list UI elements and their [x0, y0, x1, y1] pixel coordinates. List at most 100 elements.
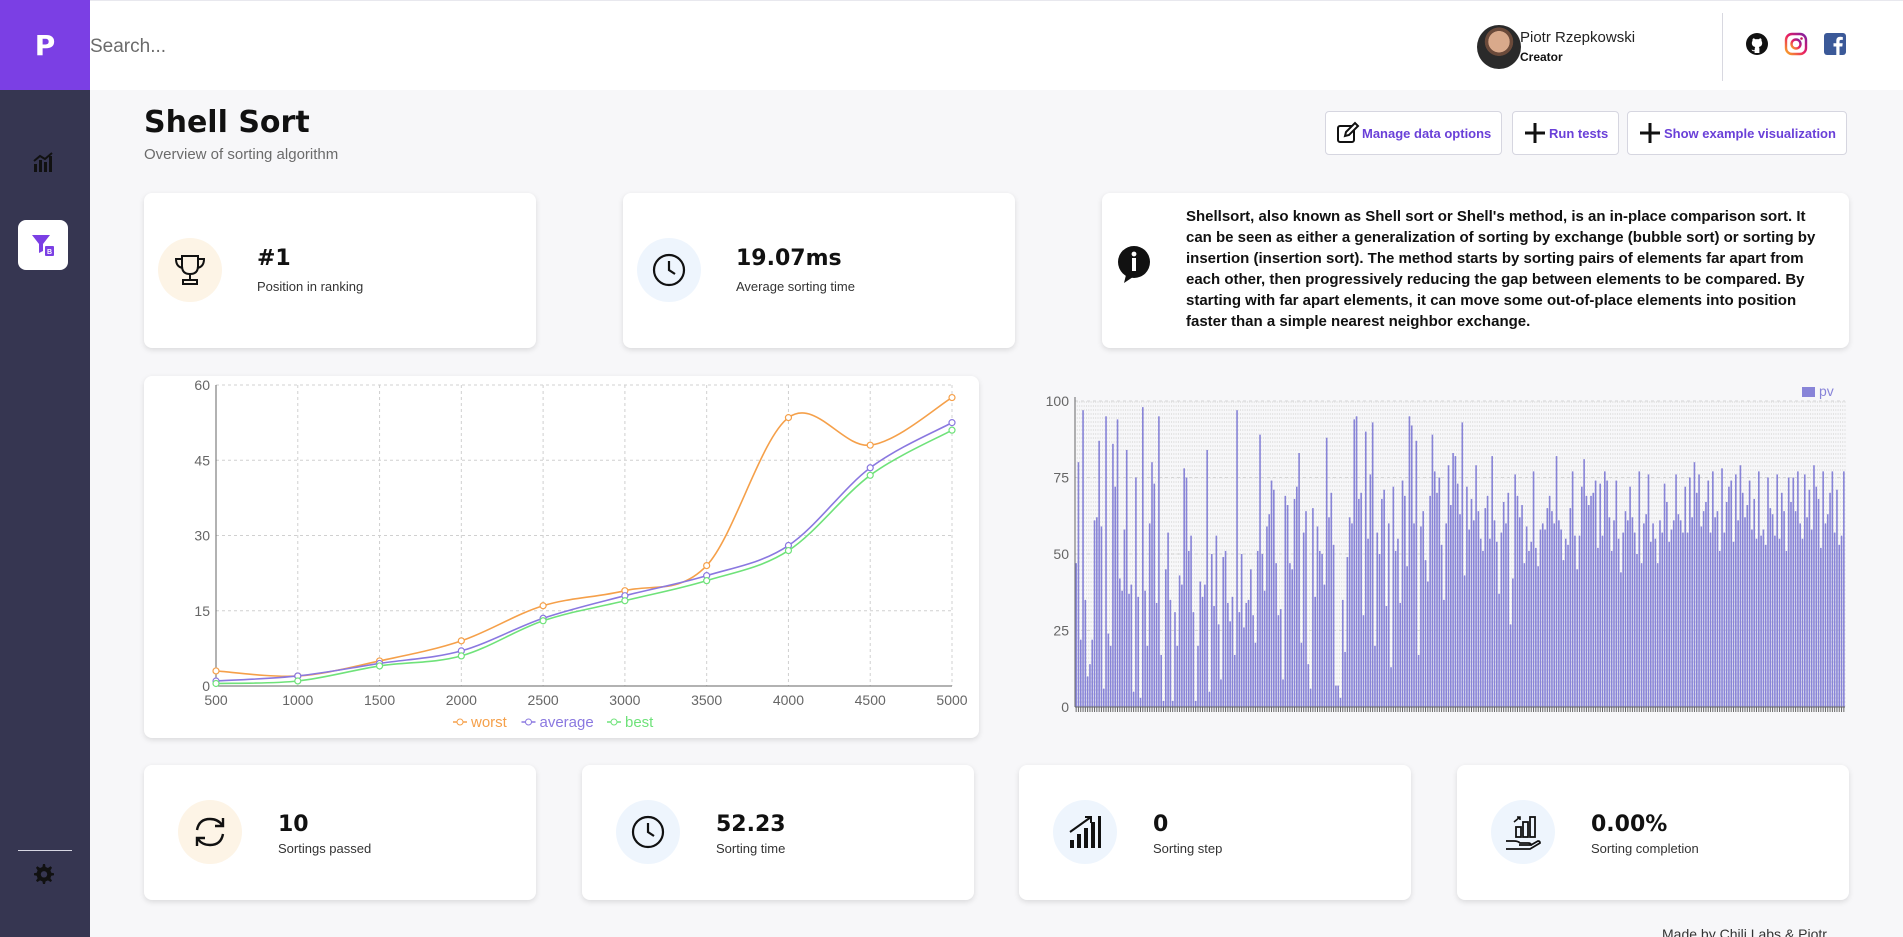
- bar: [1210, 554, 1213, 707]
- bar: [1780, 492, 1783, 707]
- bar: [1348, 517, 1351, 707]
- bar: [1286, 505, 1289, 707]
- bar: [1771, 514, 1774, 707]
- bar: [1794, 511, 1797, 707]
- bar: [1776, 474, 1778, 707]
- bar: [1376, 532, 1379, 707]
- data-point-best: [539, 617, 547, 625]
- bar: [1790, 501, 1792, 707]
- bar: [1764, 544, 1767, 707]
- bar: [1587, 505, 1590, 707]
- bar: [1302, 532, 1305, 707]
- bar: [1668, 541, 1670, 707]
- bar: [1197, 645, 1199, 707]
- bar: [1321, 554, 1323, 707]
- bar: [1716, 511, 1719, 707]
- bar: [1626, 520, 1629, 707]
- bar: [1077, 462, 1080, 707]
- avg-time-value: 19.07ms: [736, 246, 842, 271]
- bar: [1633, 532, 1636, 707]
- bar: [1718, 550, 1721, 707]
- search-input[interactable]: [90, 29, 590, 65]
- run-tests-button[interactable]: Run tests: [1512, 111, 1620, 155]
- user-name: Piotr Rzepkowski: [1520, 29, 1636, 46]
- bar: [1284, 495, 1287, 707]
- sorting-completion-card: 0.00% Sorting completion: [1457, 765, 1849, 900]
- bar: [1132, 691, 1135, 707]
- passed-icon-circle: [178, 800, 242, 864]
- bar: [1135, 477, 1137, 707]
- bar: [1119, 578, 1121, 707]
- data-point-worst: [457, 637, 465, 645]
- bar: [1615, 480, 1618, 707]
- github-icon: [1746, 33, 1768, 55]
- instagram-link[interactable]: [1783, 31, 1809, 57]
- bar: [1604, 471, 1606, 707]
- bar: [1408, 416, 1411, 707]
- sidebar-item-settings[interactable]: [18, 849, 68, 899]
- bar: [1155, 602, 1158, 707]
- bar: [1576, 569, 1579, 707]
- bar: [1169, 599, 1172, 707]
- bar: [1424, 560, 1427, 707]
- bar: [1236, 410, 1238, 707]
- bar: [1093, 520, 1096, 707]
- sidebar-item-sorting[interactable]: B: [18, 220, 68, 270]
- bar: [1746, 505, 1749, 707]
- bar: [1298, 453, 1300, 707]
- bar: [1758, 471, 1760, 707]
- bar: [1089, 664, 1091, 707]
- bar: [1293, 498, 1296, 707]
- bar: [1452, 453, 1454, 707]
- bar-chart-icon: [33, 152, 53, 172]
- bar: [1105, 416, 1107, 707]
- x-tick-label: 500: [204, 692, 228, 708]
- sorting-time-card: 52.23 Sorting time: [582, 765, 974, 900]
- data-point-best: [457, 652, 465, 660]
- bar: [1256, 550, 1259, 707]
- github-link[interactable]: [1744, 31, 1770, 57]
- bar: [1654, 538, 1657, 707]
- bar: [1698, 474, 1700, 707]
- facebook-link[interactable]: [1822, 31, 1848, 57]
- info-icon-wrap: [1116, 245, 1152, 290]
- data-point-best: [948, 426, 956, 434]
- y-tick-label: 0: [1061, 699, 1069, 715]
- avatar[interactable]: [1477, 25, 1521, 69]
- bar: [1139, 697, 1142, 707]
- bar: [1167, 532, 1169, 707]
- bar: [1459, 514, 1461, 707]
- legend-marker-best: [610, 718, 618, 726]
- bar: [1785, 550, 1788, 707]
- bar: [1178, 575, 1181, 707]
- bar: [1555, 456, 1558, 707]
- bar: [1116, 419, 1119, 707]
- data-point-best: [621, 597, 629, 605]
- bar: [1217, 624, 1220, 707]
- show-visualization-button[interactable]: Show example visualization: [1627, 111, 1847, 155]
- edit-icon: [1337, 121, 1360, 143]
- bar: [1231, 596, 1234, 707]
- app-logo[interactable]: P: [0, 0, 90, 90]
- bar: [1762, 529, 1765, 707]
- bar: [1806, 517, 1808, 707]
- bar: [1112, 443, 1114, 707]
- clock-icon: [652, 253, 686, 287]
- bar: [1638, 471, 1641, 707]
- manage-data-label: Manage data options: [1362, 125, 1492, 141]
- bar: [1470, 498, 1473, 707]
- data-point-worst: [212, 667, 220, 675]
- bar: [1502, 501, 1505, 707]
- line-chart: 0 15 30 45 60 500 1000 1500 2000 2500 3000 3500 4000…: [194, 377, 967, 731]
- bar: [1086, 676, 1089, 707]
- bar: [1344, 651, 1346, 707]
- sidebar-item-stats[interactable]: [18, 137, 68, 187]
- step-icon-circle: [1053, 800, 1117, 864]
- manage-data-button[interactable]: Manage data options: [1325, 111, 1503, 155]
- bar: [1252, 615, 1254, 707]
- bar: [1463, 575, 1466, 707]
- bar: [1417, 654, 1420, 707]
- bar: [1620, 572, 1622, 707]
- bar: [1732, 541, 1735, 707]
- bar: [1647, 474, 1650, 707]
